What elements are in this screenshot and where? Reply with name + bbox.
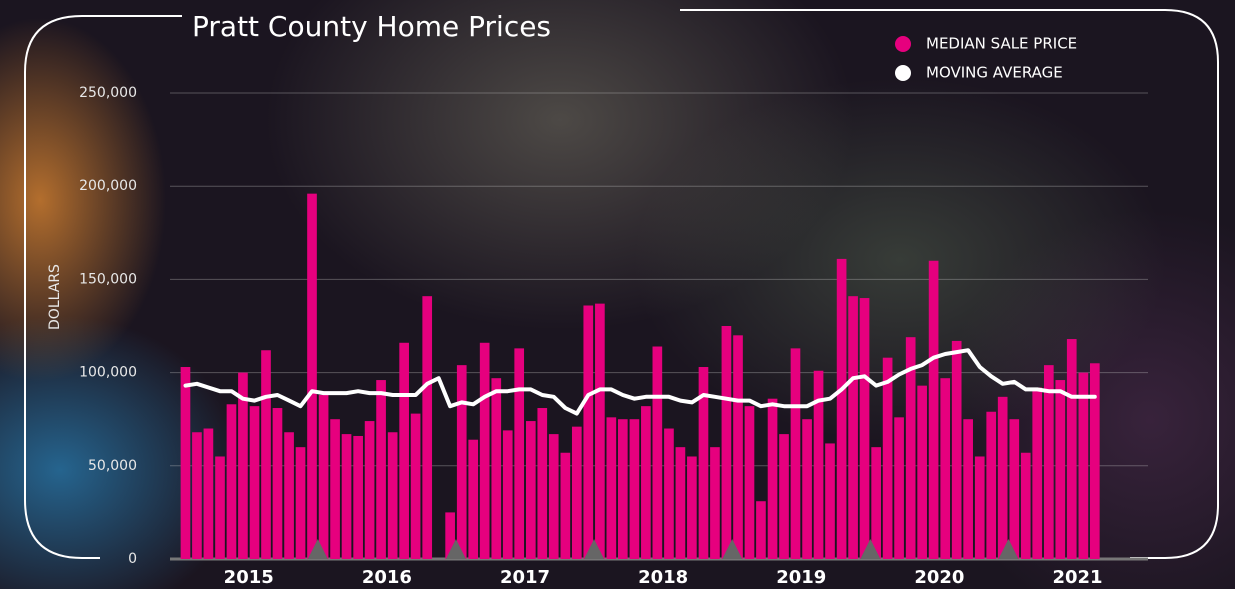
bar bbox=[1021, 453, 1031, 559]
x-tick-label: 2016 bbox=[362, 567, 412, 588]
x-tick-label: 2021 bbox=[1052, 567, 1102, 588]
bar bbox=[411, 414, 421, 559]
bar bbox=[963, 419, 973, 559]
x-tick-label: 2019 bbox=[776, 567, 826, 588]
bar bbox=[1055, 380, 1065, 559]
legend: MEDIAN SALE PRICE MOVING AVERAGE bbox=[895, 35, 1077, 82]
y-axis-label: DOLLARS bbox=[47, 264, 63, 330]
y-tick-label: 100,000 bbox=[79, 365, 137, 381]
bar bbox=[422, 296, 432, 559]
bar bbox=[376, 380, 386, 559]
bar bbox=[837, 259, 847, 559]
bar bbox=[1009, 419, 1019, 559]
bar bbox=[1044, 365, 1054, 559]
marks bbox=[181, 194, 1100, 559]
bar bbox=[342, 434, 352, 559]
bar bbox=[353, 436, 363, 559]
bar bbox=[676, 447, 686, 559]
y-tick-label: 0 bbox=[128, 551, 137, 567]
bar bbox=[192, 432, 202, 559]
bar bbox=[733, 335, 743, 559]
bar bbox=[227, 404, 237, 559]
chart-title: Pratt County Home Prices bbox=[192, 10, 551, 43]
chart: Pratt County Home Prices DOLLARS 0 50,000… bbox=[0, 0, 1235, 589]
bar bbox=[768, 399, 778, 559]
bar bbox=[871, 447, 881, 559]
x-tick-label: 2015 bbox=[224, 567, 274, 588]
bar bbox=[940, 378, 950, 559]
bar bbox=[848, 296, 858, 559]
bar bbox=[181, 367, 191, 559]
bar bbox=[388, 432, 398, 559]
bar bbox=[791, 348, 801, 559]
bar bbox=[883, 358, 893, 559]
bar bbox=[1090, 363, 1100, 559]
page: {"chart_data": {"type": "bar", "title": … bbox=[0, 0, 1235, 589]
bar bbox=[929, 261, 939, 559]
bar bbox=[825, 443, 835, 559]
legend-label: MOVING AVERAGE bbox=[926, 64, 1063, 82]
bar bbox=[273, 408, 283, 559]
bar bbox=[779, 434, 789, 559]
bar bbox=[1079, 373, 1089, 559]
bar bbox=[860, 298, 870, 559]
bar bbox=[607, 417, 617, 559]
bar bbox=[319, 395, 329, 559]
bar bbox=[399, 343, 409, 559]
x-tick-label: 2018 bbox=[638, 567, 688, 588]
bar bbox=[710, 447, 720, 559]
bar bbox=[526, 421, 536, 559]
bar bbox=[998, 397, 1008, 559]
bar bbox=[250, 406, 260, 559]
bar bbox=[215, 456, 225, 559]
bar bbox=[917, 386, 927, 559]
bar bbox=[618, 419, 628, 559]
bar bbox=[986, 412, 996, 559]
x-tick-label: 2017 bbox=[500, 567, 550, 588]
bar bbox=[503, 430, 513, 559]
bar bbox=[561, 453, 571, 559]
bar bbox=[330, 419, 340, 559]
bar bbox=[687, 456, 697, 559]
legend-label: MEDIAN SALE PRICE bbox=[926, 35, 1077, 53]
bar bbox=[284, 432, 294, 559]
legend-marker bbox=[895, 65, 911, 81]
bar bbox=[653, 347, 663, 559]
bar bbox=[641, 406, 651, 559]
bar bbox=[1067, 339, 1077, 559]
bar bbox=[468, 440, 478, 559]
bar bbox=[296, 447, 306, 559]
bar bbox=[365, 421, 375, 559]
bar bbox=[664, 429, 674, 559]
y-tick-label: 50,000 bbox=[88, 458, 137, 474]
bar bbox=[630, 419, 640, 559]
y-tick-label: 200,000 bbox=[79, 178, 137, 194]
x-tick-label: 2020 bbox=[914, 567, 964, 588]
bar bbox=[537, 408, 547, 559]
bar bbox=[514, 348, 524, 559]
bar bbox=[572, 427, 582, 559]
bar bbox=[491, 378, 501, 559]
bar bbox=[722, 326, 732, 559]
bar bbox=[952, 341, 962, 559]
bar bbox=[802, 419, 812, 559]
bar bbox=[894, 417, 904, 559]
bar bbox=[745, 406, 755, 559]
legend-marker bbox=[895, 36, 911, 52]
bar bbox=[480, 343, 490, 559]
bar bbox=[595, 304, 605, 559]
bar bbox=[1032, 388, 1042, 559]
bar bbox=[756, 501, 766, 559]
bar bbox=[549, 434, 559, 559]
bar bbox=[204, 429, 214, 559]
bar bbox=[307, 194, 317, 559]
y-tick-label: 150,000 bbox=[79, 271, 137, 287]
bar bbox=[975, 456, 985, 559]
y-tick-label: 250,000 bbox=[79, 85, 137, 101]
bar bbox=[457, 365, 467, 559]
bar bbox=[261, 350, 271, 559]
bar bbox=[583, 305, 593, 559]
